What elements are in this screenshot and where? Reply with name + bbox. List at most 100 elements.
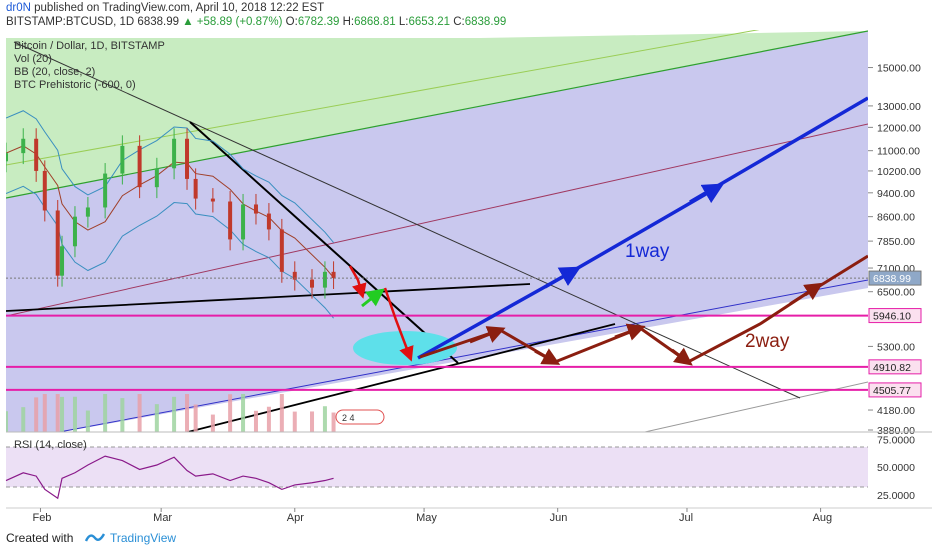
price-tick-label: 8600.00 bbox=[877, 212, 915, 224]
volume-bar bbox=[137, 394, 142, 432]
tradingview-logo-icon bbox=[84, 530, 106, 544]
brown-head-2 bbox=[534, 348, 561, 365]
level-label-box bbox=[868, 359, 922, 375]
maroon-midline bbox=[6, 123, 868, 317]
candle-body bbox=[228, 201, 233, 240]
legend-bb[interactable]: BB (20, close, 2) bbox=[14, 66, 95, 78]
events-badge: 2 4 bbox=[335, 409, 385, 425]
tradingview-brand[interactable]: TradingView bbox=[110, 531, 177, 545]
events-badge-text: 2 4 bbox=[342, 413, 355, 423]
time-tick-label: Jun bbox=[550, 512, 568, 524]
volume-bar bbox=[279, 394, 284, 432]
candle-body bbox=[210, 198, 215, 202]
l-value: 6653.21 bbox=[408, 16, 451, 28]
time-tick-label: May bbox=[416, 512, 437, 524]
volume-bar bbox=[331, 412, 336, 432]
rsi-line bbox=[5, 455, 334, 500]
level-label: 6838.99 bbox=[873, 273, 911, 285]
level-label-box bbox=[868, 270, 922, 286]
volume-bar bbox=[103, 394, 108, 432]
cyan-target-zone bbox=[353, 331, 457, 365]
price-tick-label: 4180.00 bbox=[877, 405, 915, 417]
ohlc-line: BITSTAMP:BTCUSD, 1D 6838.99 ▲ +58.89 (+0… bbox=[6, 16, 506, 28]
rsi-tick-label: 75.0000 bbox=[877, 435, 915, 447]
chart-header: dr0N published on TradingView.com, April… bbox=[0, 0, 932, 30]
price-tick-label: 11000.00 bbox=[877, 146, 920, 158]
volume-bar bbox=[241, 394, 246, 432]
level-label: 4505.77 bbox=[873, 385, 911, 397]
price-tick-label: 13000.00 bbox=[877, 101, 921, 113]
created-with: Created with bbox=[6, 531, 74, 545]
candle-body bbox=[72, 216, 77, 247]
level-label-box bbox=[868, 308, 922, 324]
candle-body bbox=[292, 271, 297, 280]
volume-bar bbox=[210, 414, 215, 432]
volume-group bbox=[6, 394, 336, 432]
price-tick-label: 3880.00 bbox=[877, 425, 915, 437]
candle-body bbox=[6, 153, 8, 162]
candle-body bbox=[120, 145, 125, 174]
price-axis[interactable]: 15000.00 13000.00 12000.00 11000.00 10200.00… bbox=[868, 63, 922, 437]
red-arrow-1 bbox=[348, 265, 367, 299]
change-text: +58.89 (+0.87%) bbox=[196, 16, 283, 28]
volume-bar bbox=[72, 396, 77, 432]
level-label: 5946.10 bbox=[873, 311, 911, 323]
publish-text: published on TradingView.com, April 10, … bbox=[34, 2, 325, 14]
price-tick-label: 10200.00 bbox=[877, 166, 921, 178]
price-tick-label: 9400.00 bbox=[877, 188, 915, 200]
candle-body bbox=[310, 279, 315, 288]
volume-bar bbox=[266, 406, 271, 432]
candle-body bbox=[103, 173, 108, 208]
green-line-upper bbox=[6, 30, 760, 166]
candle-body bbox=[193, 178, 198, 199]
candle-body bbox=[137, 145, 142, 188]
legend-main[interactable]: Bitcoin / Dollar, 1D, BITSTAMP bbox=[14, 40, 165, 52]
time-axis[interactable]: Feb Mar Apr May Jun Jul Aug bbox=[32, 508, 832, 524]
indicator-legend: Bitcoin / Dollar, 1D, BITSTAMP Vol (20) … bbox=[14, 40, 165, 91]
rsi-tick-label: 50.0000 bbox=[877, 462, 915, 474]
candle-body bbox=[34, 138, 39, 171]
change-value: ▲ bbox=[182, 16, 194, 28]
brown-line-2way-tail bbox=[804, 254, 868, 297]
volume-bar bbox=[172, 396, 177, 432]
brown-head-3 bbox=[614, 323, 646, 341]
label-2way: 2way bbox=[745, 331, 790, 352]
time-tick-label: Apr bbox=[287, 512, 304, 524]
price-tick-label: 6500.00 bbox=[877, 287, 915, 299]
candles-group bbox=[6, 128, 336, 299]
rsi-label[interactable]: RSI (14, close) bbox=[14, 439, 87, 451]
candle-body bbox=[266, 213, 271, 230]
rsi-axis: 75.0000 50.0000 25.0000 bbox=[877, 435, 915, 502]
rsi-tick-label: 25.0000 bbox=[877, 490, 915, 502]
brown-head-1 bbox=[469, 326, 506, 344]
rsi-pane: RSI (14, close) 75.0000 50.0000 25.0000 bbox=[5, 435, 915, 502]
volume-bar bbox=[322, 406, 327, 432]
legend-volume[interactable]: Vol (20) bbox=[14, 53, 52, 65]
candle-body bbox=[42, 170, 47, 211]
volume-bar bbox=[120, 398, 125, 432]
candle-body bbox=[154, 168, 159, 188]
h-value: 6868.81 bbox=[354, 16, 396, 28]
candle-body bbox=[55, 210, 60, 276]
volume-bar bbox=[185, 394, 190, 432]
candle-body bbox=[85, 207, 90, 217]
candle-body bbox=[279, 229, 284, 272]
volume-bar bbox=[6, 411, 8, 432]
legend-prehistoric[interactable]: BTC Prehistoric (-600, 0) bbox=[14, 79, 136, 91]
price-tick-label: 7850.00 bbox=[877, 236, 915, 248]
time-tick-label: Mar bbox=[153, 512, 172, 524]
candle-body bbox=[331, 271, 336, 279]
label-1way: 1way bbox=[625, 241, 670, 262]
symbol-label: BITSTAMP:BTCUSD, 1D bbox=[6, 16, 135, 28]
author-link[interactable]: dr0N bbox=[6, 2, 31, 14]
candle-body bbox=[185, 138, 190, 179]
price-chart[interactable]: 1way 2way 2 4 Bitcoin / Dollar, 1D, BITS… bbox=[0, 30, 932, 524]
volume-bar bbox=[60, 396, 65, 432]
l-label: L: bbox=[398, 16, 409, 28]
green-channel-edge bbox=[6, 30, 868, 199]
level-lines bbox=[6, 277, 868, 391]
volume-bar bbox=[310, 411, 315, 432]
red-arrow-2 bbox=[383, 287, 414, 362]
gray-trend bbox=[642, 381, 868, 432]
price-tick-label: 15000.00 bbox=[877, 63, 921, 75]
